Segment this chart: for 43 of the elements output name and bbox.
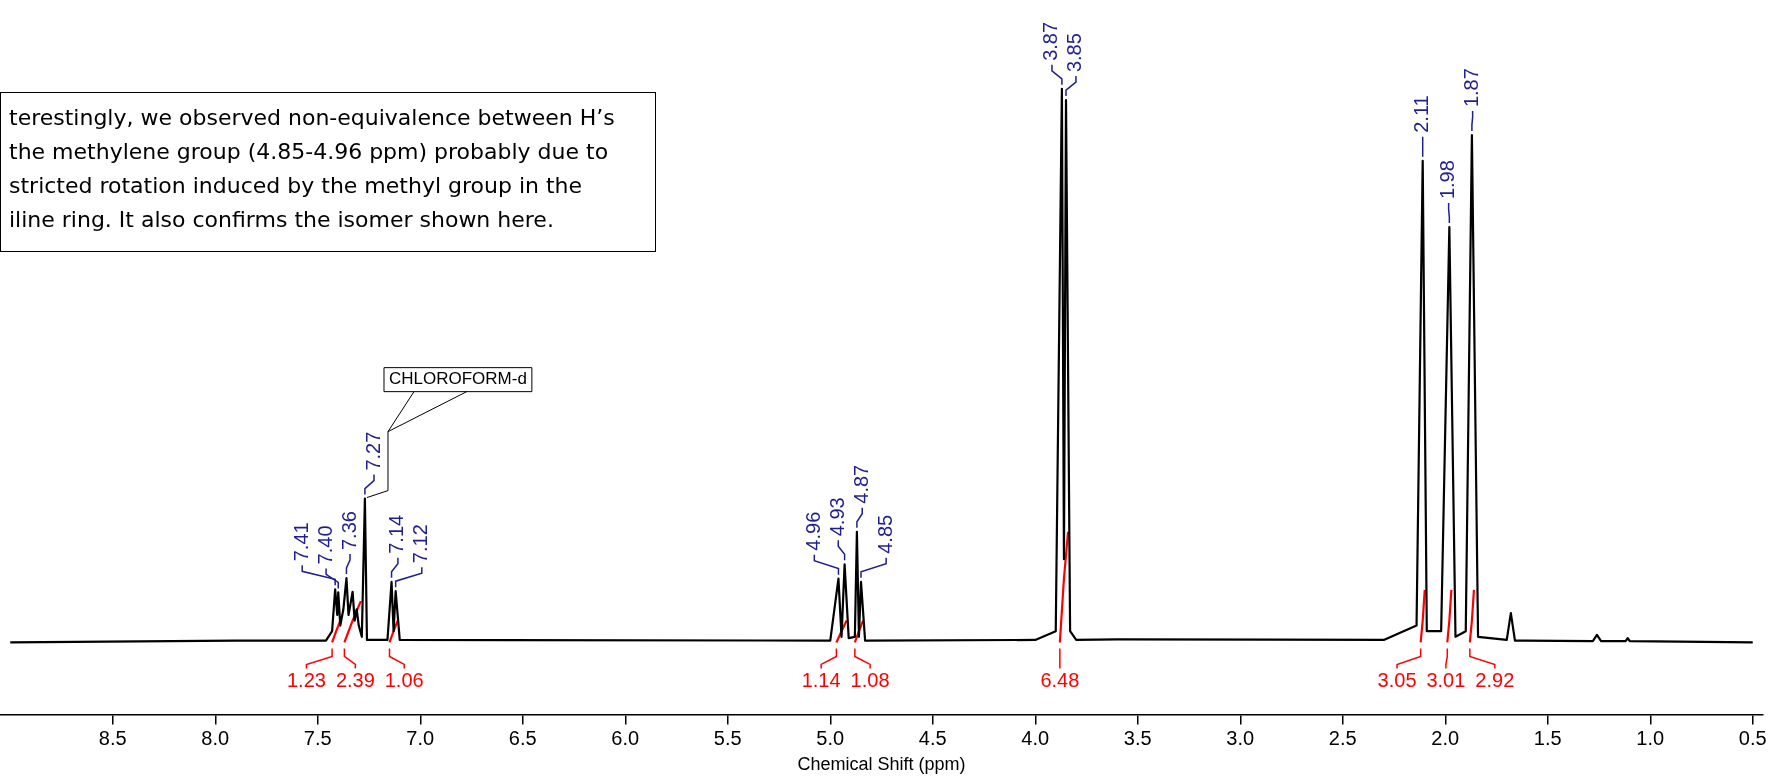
annotation: terestingly, we observed non-equivalence between H’s the methylene group (4.85-4.96 ppm) probably due to stricted rotation induced by the methyl group in the iline ring. It also confirms the isomer shown here.: [0, 92, 656, 252]
annotation: 1.08: [850, 668, 890, 691]
annotation: 1.06: [384, 668, 424, 691]
x-tick-label: 5.0: [816, 726, 845, 749]
annotation: 1.87: [1460, 68, 1483, 108]
annotation: 4.85: [873, 514, 896, 554]
annotation: 3.05: [1377, 668, 1417, 691]
annotation: 7.41: [289, 522, 312, 562]
x-tick-label: 4.0: [1021, 726, 1050, 749]
annotation: 4.87: [849, 464, 872, 504]
annotation: 4.96: [801, 511, 824, 551]
x-tick-label: 3.0: [1226, 726, 1255, 749]
x-tick-label: 2.5: [1328, 726, 1357, 749]
x-tick-label: 3.5: [1123, 726, 1152, 749]
annotation: 3.01: [1426, 668, 1466, 691]
annotation: 1.23: [286, 668, 326, 691]
x-tick-label: 5.5: [713, 726, 742, 749]
x-tick-label: 8.0: [201, 726, 230, 749]
annotation: 4.93: [825, 497, 848, 537]
annotation: 3.85: [1063, 33, 1086, 73]
x-tick-label: 4.5: [918, 726, 947, 749]
annotation: 7.40: [313, 525, 336, 565]
annotation: 7.36: [337, 511, 360, 551]
x-tick-label: 7.0: [406, 726, 435, 749]
annotation: 2.92: [1475, 668, 1515, 691]
annotation: 2.39: [335, 668, 375, 691]
x-tick-label: 6.0: [611, 726, 640, 749]
annotation: 1.14: [801, 668, 841, 691]
annotation: 2.11: [1410, 95, 1433, 133]
x-tick-label: 7.5: [303, 726, 332, 749]
x-tick-label: 1.0: [1636, 726, 1665, 749]
annotation: 7.12: [409, 524, 432, 564]
x-axis-title: Chemical Shift (ppm): [797, 754, 966, 775]
annotation: 6.48: [1040, 668, 1080, 691]
annotation: CHLOROFORM-d: [389, 369, 527, 389]
annotation: 1.98: [1436, 160, 1459, 200]
x-tick-label: 8.5: [98, 726, 127, 749]
x-tick-label: 2.0: [1431, 726, 1460, 749]
x-tick-label: 0.5: [1738, 726, 1767, 749]
annotation: 7.14: [385, 514, 408, 554]
annotation: 3.87: [1039, 21, 1062, 61]
x-tick-label: 1.5: [1533, 726, 1562, 749]
x-tick-label: 6.5: [508, 726, 537, 749]
